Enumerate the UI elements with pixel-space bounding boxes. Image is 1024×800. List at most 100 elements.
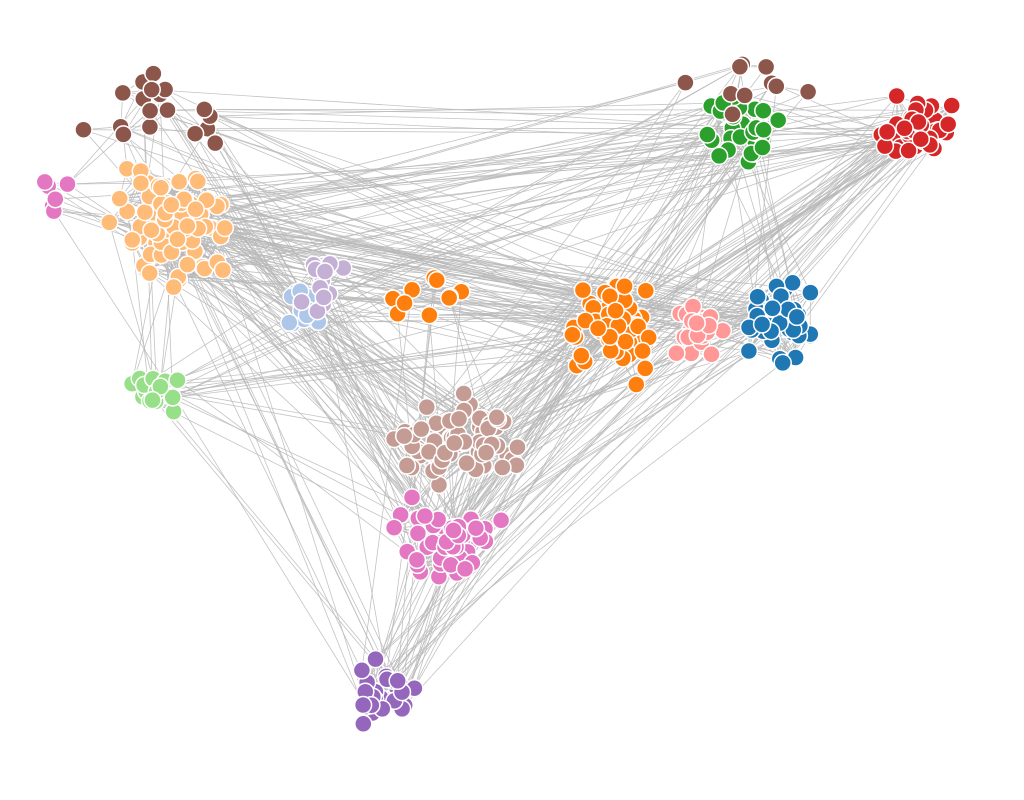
graph-node-green[interactable] [698,125,717,144]
graph-node-brown[interactable] [140,117,160,137]
graph-node-red[interactable] [899,141,918,160]
graph-node-green[interactable] [768,110,788,130]
graph-node-brown[interactable] [730,57,750,77]
graph-node-brown[interactable] [140,101,160,121]
graph-node-orange[interactable] [616,332,635,351]
graph-node-green[interactable] [709,146,729,166]
graph-node-light-orange[interactable] [188,172,208,191]
graph-node-brown[interactable] [158,100,177,120]
graph-node-rosy-brown[interactable] [487,408,507,427]
graph-node-light-orange[interactable] [142,220,161,240]
graph-node-pink[interactable] [491,511,511,530]
graph-node-blue[interactable] [739,341,759,361]
graph-node-light-blue[interactable] [280,313,299,332]
graph-node-purple[interactable] [352,661,372,680]
graph-node-light-orange[interactable] [178,255,197,274]
graph-node-blue[interactable] [773,353,792,373]
graph-node-purple[interactable] [388,671,407,691]
graph-node-pink[interactable] [407,550,427,570]
graph-node-orange[interactable] [395,293,414,313]
graph-node-light-orange[interactable] [123,230,142,250]
graph-node-brown[interactable] [756,57,776,77]
graph-node-red[interactable] [911,129,931,149]
graph-node-brown[interactable] [74,120,93,139]
graph-node-lavender[interactable] [292,292,311,312]
graph-node-salmon[interactable] [687,313,706,333]
graph-node-light-orange[interactable] [140,263,159,283]
graph-node-pink[interactable] [35,172,55,192]
graph-node-rosy-brown[interactable] [508,437,527,457]
graph-node-light-orange[interactable] [110,189,129,208]
graph-node-salmon[interactable] [702,345,721,364]
graph-node-light-orange[interactable] [213,260,233,280]
graph-node-purple[interactable] [354,714,373,734]
graph-node-pink[interactable] [444,521,463,540]
graph-node-pink[interactable] [415,506,435,526]
graph-node-rosy-brown[interactable] [394,426,414,446]
graph-node-light-orange[interactable] [168,230,187,249]
graph-node-pink[interactable] [466,518,486,538]
graph-node-light-orange[interactable] [151,178,171,198]
graph-node-light-orange[interactable] [131,173,151,193]
graph-node-light-green[interactable] [168,370,187,390]
graph-node-light-orange[interactable] [135,202,155,222]
graph-node-orange[interactable] [628,317,648,336]
graph-node-red[interactable] [877,122,897,142]
graph-node-brown[interactable] [142,80,161,99]
graph-node-red[interactable] [942,96,961,115]
graph-node-light-orange[interactable] [100,213,119,232]
graph-node-salmon[interactable] [667,343,686,363]
graph-node-orange[interactable] [439,288,459,308]
graph-node-green[interactable] [754,120,773,140]
graph-node-light-orange[interactable] [162,195,181,215]
graph-node-blue[interactable] [783,273,802,293]
graph-node-orange[interactable] [427,270,447,290]
graph-node-orange[interactable] [635,359,655,378]
graph-node-pink[interactable] [384,518,404,537]
graph-node-light-orange[interactable] [215,218,235,238]
graph-node-blue[interactable] [787,307,807,327]
graph-node-blue[interactable] [748,287,767,306]
graph-node-blue[interactable] [763,299,782,318]
graph-node-rosy-brown[interactable] [417,397,437,417]
graph-node-brown[interactable] [195,100,214,119]
graph-node-light-green[interactable] [163,388,182,407]
graph-node-brown[interactable] [144,64,163,83]
graph-node-orange[interactable] [420,305,439,325]
graph-node-orange[interactable] [588,319,608,338]
graph-node-light-green[interactable] [143,390,162,410]
graph-node-brown[interactable] [114,125,133,144]
graph-node-rosy-brown[interactable] [449,409,469,429]
graph-node-purple[interactable] [353,695,373,715]
graph-node-light-green[interactable] [151,377,170,396]
graph-node-rosy-brown[interactable] [412,419,431,439]
graph-node-rosy-brown[interactable] [457,453,476,473]
graph-node-orange[interactable] [563,325,582,345]
graph-node-pink[interactable] [455,559,475,579]
graph-node-light-orange[interactable] [178,216,197,236]
graph-node-brown[interactable] [723,105,742,124]
graph-node-green[interactable] [753,138,772,157]
graph-node-rosy-brown[interactable] [397,456,417,475]
graph-node-blue[interactable] [752,315,772,334]
graph-node-rosy-brown[interactable] [445,433,464,453]
graph-node-purple[interactable] [366,649,385,669]
graph-node-brown[interactable] [185,124,205,143]
graph-node-blue[interactable] [801,283,820,302]
graph-node-light-orange[interactable] [186,200,205,219]
graph-node-lavender[interactable] [314,288,333,307]
graph-node-brown[interactable] [205,133,225,153]
graph-node-light-orange[interactable] [164,277,183,297]
graph-node-rosy-brown[interactable] [454,384,473,403]
graph-node-orange[interactable] [627,375,646,394]
graph-node-pink[interactable] [402,488,422,507]
graph-node-brown[interactable] [735,86,754,105]
graph-node-red[interactable] [895,119,914,138]
graph-node-orange[interactable] [606,301,625,320]
graph-node-brown[interactable] [798,82,818,102]
graph-node-orange[interactable] [636,281,656,300]
graph-node-brown[interactable] [676,73,695,92]
graph-node-pink[interactable] [408,524,428,543]
graph-node-orange[interactable] [573,280,593,300]
graph-node-rosy-brown[interactable] [493,458,512,477]
